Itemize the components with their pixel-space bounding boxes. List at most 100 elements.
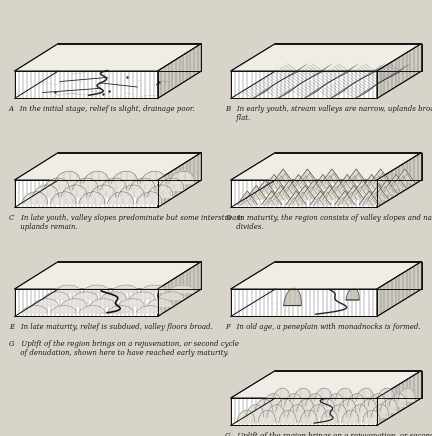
Polygon shape	[140, 171, 166, 184]
Polygon shape	[79, 192, 105, 204]
Polygon shape	[231, 371, 422, 398]
Polygon shape	[314, 388, 332, 401]
Text: B   In early youth, stream valleys are narrow, uplands broad and
     flat.: B In early youth, stream valleys are nar…	[225, 105, 432, 122]
Polygon shape	[377, 153, 422, 208]
Polygon shape	[335, 191, 355, 205]
Polygon shape	[255, 180, 276, 194]
Polygon shape	[111, 171, 137, 184]
Polygon shape	[328, 180, 349, 194]
Polygon shape	[362, 174, 382, 188]
Polygon shape	[343, 185, 364, 199]
Polygon shape	[50, 306, 76, 313]
Polygon shape	[15, 180, 158, 208]
Polygon shape	[264, 394, 281, 406]
Polygon shape	[368, 394, 386, 406]
Polygon shape	[169, 171, 195, 184]
Polygon shape	[118, 299, 144, 306]
Text: E   In late maturity, relief is subdued, valley floors broad.: E In late maturity, relief is subdued, v…	[9, 323, 213, 330]
Polygon shape	[321, 410, 338, 423]
Polygon shape	[255, 399, 272, 412]
Polygon shape	[319, 185, 340, 199]
Polygon shape	[341, 410, 359, 423]
Polygon shape	[347, 394, 365, 406]
Polygon shape	[83, 171, 109, 184]
Polygon shape	[395, 169, 415, 183]
Polygon shape	[346, 169, 366, 183]
Polygon shape	[72, 292, 98, 299]
Polygon shape	[231, 153, 422, 180]
Polygon shape	[15, 153, 201, 180]
Polygon shape	[158, 178, 184, 190]
Polygon shape	[313, 174, 333, 188]
Polygon shape	[72, 178, 98, 190]
Polygon shape	[377, 262, 422, 317]
Polygon shape	[147, 185, 173, 197]
Polygon shape	[158, 44, 201, 99]
Polygon shape	[136, 192, 162, 204]
Polygon shape	[286, 191, 306, 205]
Polygon shape	[79, 306, 105, 313]
Polygon shape	[101, 292, 127, 299]
Polygon shape	[90, 185, 116, 197]
Polygon shape	[231, 398, 377, 426]
Polygon shape	[22, 192, 48, 204]
Polygon shape	[346, 288, 359, 300]
Polygon shape	[359, 399, 377, 412]
Polygon shape	[362, 410, 380, 423]
Polygon shape	[279, 410, 296, 423]
Polygon shape	[350, 405, 368, 417]
Polygon shape	[280, 180, 300, 194]
Polygon shape	[337, 174, 358, 188]
Polygon shape	[338, 399, 356, 412]
Polygon shape	[305, 394, 323, 406]
Polygon shape	[377, 44, 422, 99]
Polygon shape	[273, 388, 290, 401]
Polygon shape	[261, 191, 282, 205]
Polygon shape	[237, 410, 254, 423]
Polygon shape	[231, 44, 422, 71]
Polygon shape	[321, 169, 342, 183]
Polygon shape	[32, 185, 58, 197]
Polygon shape	[22, 306, 47, 313]
Polygon shape	[129, 178, 155, 190]
Polygon shape	[293, 388, 311, 401]
Polygon shape	[246, 405, 264, 417]
Polygon shape	[15, 289, 158, 317]
Polygon shape	[118, 185, 144, 197]
Polygon shape	[353, 180, 373, 194]
Polygon shape	[43, 178, 69, 190]
Text: G   Uplift of the region brings on a rejuvenation, or second cycle
     of denud: G Uplift of the region brings on a rejuv…	[225, 432, 432, 436]
Polygon shape	[111, 285, 137, 293]
Polygon shape	[258, 410, 275, 423]
Polygon shape	[43, 292, 69, 299]
Polygon shape	[359, 191, 379, 205]
Polygon shape	[147, 299, 173, 306]
Polygon shape	[83, 285, 109, 293]
Polygon shape	[107, 306, 133, 313]
Polygon shape	[237, 191, 257, 205]
Polygon shape	[15, 71, 158, 99]
Polygon shape	[398, 388, 416, 401]
Polygon shape	[158, 153, 201, 208]
Polygon shape	[107, 192, 133, 204]
Polygon shape	[136, 306, 162, 313]
Polygon shape	[32, 299, 58, 306]
Polygon shape	[308, 405, 326, 417]
Polygon shape	[54, 285, 80, 293]
Polygon shape	[276, 399, 293, 412]
Polygon shape	[140, 285, 166, 293]
Polygon shape	[304, 180, 324, 194]
Polygon shape	[377, 180, 397, 194]
Polygon shape	[310, 191, 331, 205]
Polygon shape	[318, 399, 335, 412]
Polygon shape	[377, 371, 422, 426]
Polygon shape	[326, 394, 344, 406]
Polygon shape	[15, 44, 201, 71]
Polygon shape	[288, 174, 309, 188]
Polygon shape	[158, 292, 184, 299]
Polygon shape	[54, 171, 80, 184]
Polygon shape	[288, 405, 305, 417]
Polygon shape	[296, 399, 314, 412]
Text: D   In maturity, the region consists of valley slopes and narrow
     divides.: D In maturity, the region consists of va…	[225, 214, 432, 231]
Polygon shape	[273, 169, 293, 183]
